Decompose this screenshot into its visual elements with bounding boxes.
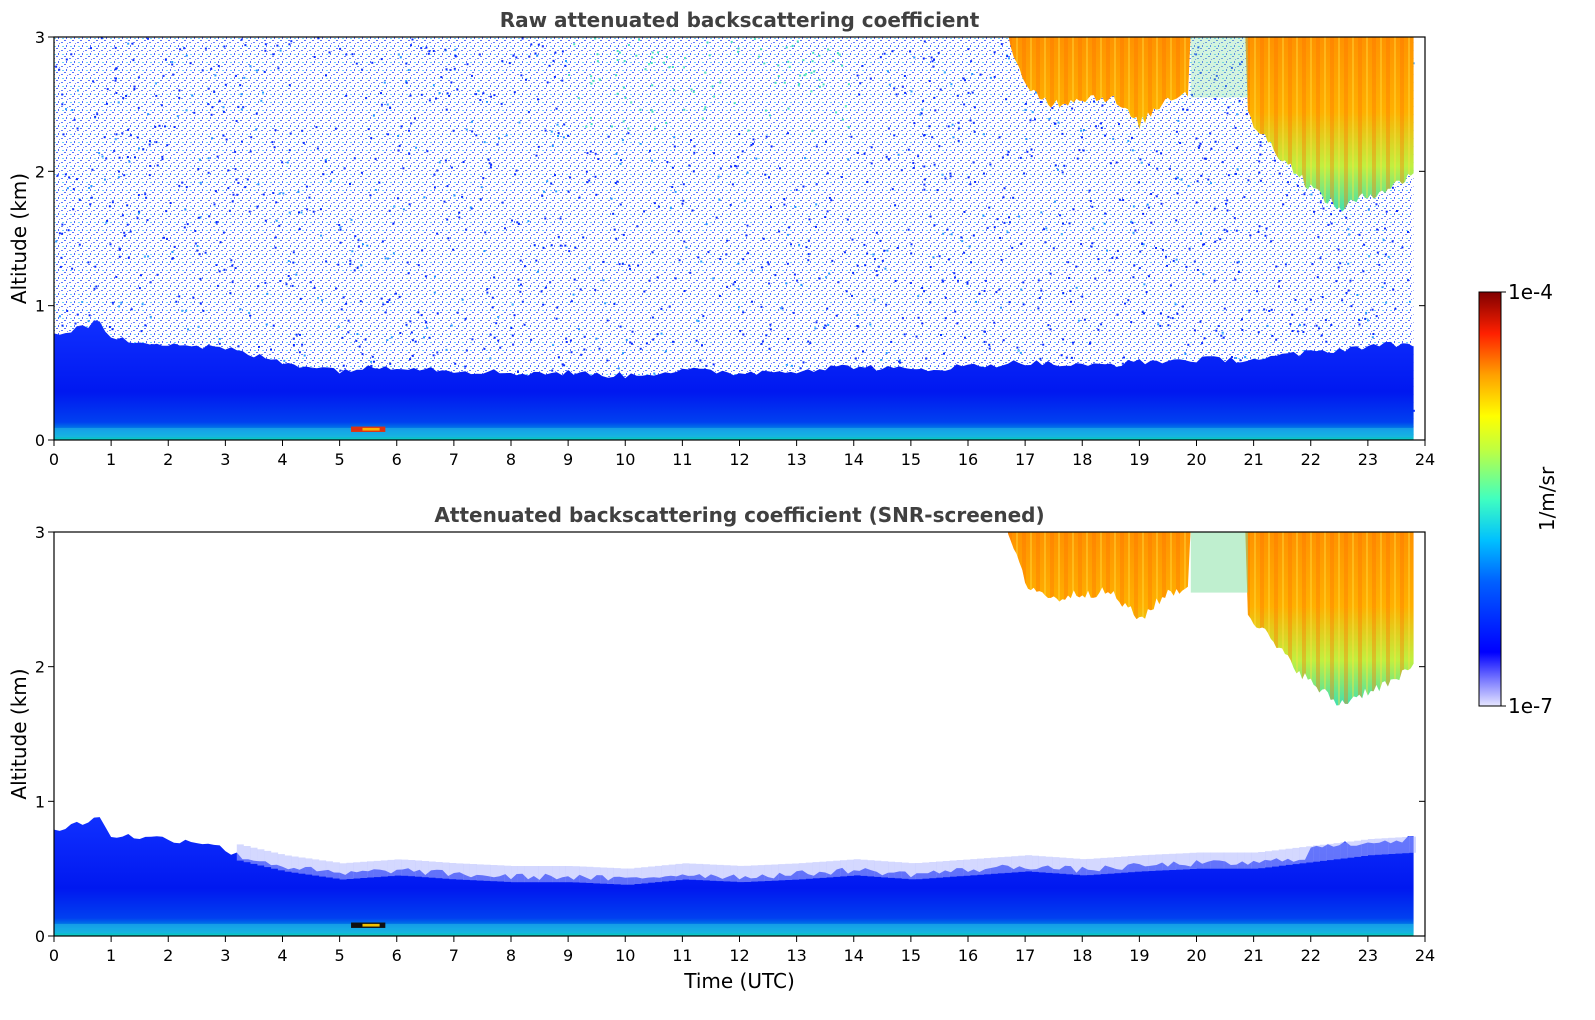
x-tick-label: 15 (901, 946, 921, 965)
x-tick-label: 2 (163, 450, 173, 469)
x-tick-label: 13 (786, 946, 806, 965)
y-axis-label: Altitude (km) (7, 668, 31, 799)
x-tick-label: 18 (1072, 946, 1092, 965)
surface-layer (54, 923, 1414, 934)
x-tick-label: 7 (449, 450, 459, 469)
panel-1: Raw attenuated backscattering coefficien… (7, 8, 1435, 469)
x-tick-label: 14 (844, 450, 864, 469)
colorbar-min-label: 1e-7 (1508, 694, 1553, 718)
x-tick-label: 3 (220, 450, 230, 469)
colorbar-gradient (1478, 291, 1502, 707)
x-tick-label: 20 (1186, 450, 1206, 469)
cloud-streaks (1008, 37, 1414, 212)
x-tick-label: 3 (220, 946, 230, 965)
y-tick-label: 0 (35, 431, 45, 450)
x-tick-label: 11 (672, 946, 692, 965)
x-tick-label: 20 (1186, 946, 1206, 965)
x-tick-label: 0 (49, 946, 59, 965)
x-tick-label: 10 (615, 946, 635, 965)
x-tick-label: 17 (1015, 946, 1035, 965)
x-tick-label: 19 (1129, 946, 1149, 965)
panel-title: Attenuated backscattering coefficient (S… (434, 503, 1044, 527)
x-tick-label: 17 (1015, 450, 1035, 469)
x-tick-label: 9 (563, 450, 573, 469)
surface-hotspot-core (362, 427, 380, 431)
x-tick-label: 1 (106, 946, 116, 965)
colorbar-max-label: 1e-4 (1508, 280, 1553, 304)
x-tick-label: 7 (449, 946, 459, 965)
x-tick-label: 15 (901, 450, 921, 469)
y-tick-label: 2 (35, 658, 45, 677)
x-tick-label: 8 (506, 946, 516, 965)
panel-2: Attenuated backscattering coefficient (S… (7, 503, 1435, 993)
heatmap-area (54, 532, 1425, 936)
x-tick-label: 22 (1301, 946, 1321, 965)
x-tick-label: 16 (958, 946, 978, 965)
cloud-gap-thin (1190, 37, 1248, 98)
y-tick-label: 1 (35, 297, 45, 316)
y-tick-label: 0 (35, 927, 45, 946)
x-tick-label: 11 (672, 450, 692, 469)
x-tick-label: 21 (1243, 946, 1263, 965)
x-tick-label: 24 (1415, 946, 1435, 965)
x-tick-label: 1 (106, 450, 116, 469)
x-tick-label: 18 (1072, 450, 1092, 469)
x-tick-label: 4 (277, 946, 287, 965)
y-axis-label: Altitude (km) (7, 173, 31, 304)
panel-title: Raw attenuated backscattering coefficien… (500, 8, 980, 32)
x-tick-label: 2 (163, 946, 173, 965)
heatmap-area (54, 37, 1425, 440)
x-tick-label: 21 (1243, 450, 1263, 469)
cloud-gap-thin (1190, 532, 1248, 593)
x-tick-label: 22 (1301, 450, 1321, 469)
x-tick-label: 19 (1129, 450, 1149, 469)
x-tick-label: 23 (1358, 946, 1378, 965)
y-tick-label: 2 (35, 162, 45, 181)
boundary-layer (54, 320, 1414, 440)
x-tick-label: 6 (392, 946, 402, 965)
x-tick-label: 12 (729, 450, 749, 469)
x-tick-label: 13 (786, 450, 806, 469)
x-tick-label: 8 (506, 450, 516, 469)
x-tick-label: 0 (49, 450, 59, 469)
x-tick-label: 12 (729, 946, 749, 965)
x-tick-label: 10 (615, 450, 635, 469)
colorbar-label: 1/m/sr (1535, 466, 1559, 531)
x-tick-label: 4 (277, 450, 287, 469)
surface-layer (54, 427, 1414, 438)
x-tick-label: 16 (958, 450, 978, 469)
surface-hotspot-core (362, 923, 380, 927)
y-tick-label: 1 (35, 792, 45, 811)
x-tick-label: 14 (844, 946, 864, 965)
colorbar: 1e-4 1e-7 1/m/sr (1478, 280, 1559, 718)
boundary-layer-fringe (236, 836, 1416, 885)
y-tick-label: 3 (35, 523, 45, 542)
y-tick-label: 3 (35, 28, 45, 47)
x-tick-label: 5 (335, 450, 345, 469)
x-tick-label: 9 (563, 946, 573, 965)
x-tick-label: 23 (1358, 450, 1378, 469)
x-tick-label: 5 (335, 946, 345, 965)
x-axis-label: Time (UTC) (683, 969, 795, 993)
cloud-streaks (1007, 532, 1414, 706)
x-tick-label: 24 (1415, 450, 1435, 469)
x-tick-label: 6 (392, 450, 402, 469)
